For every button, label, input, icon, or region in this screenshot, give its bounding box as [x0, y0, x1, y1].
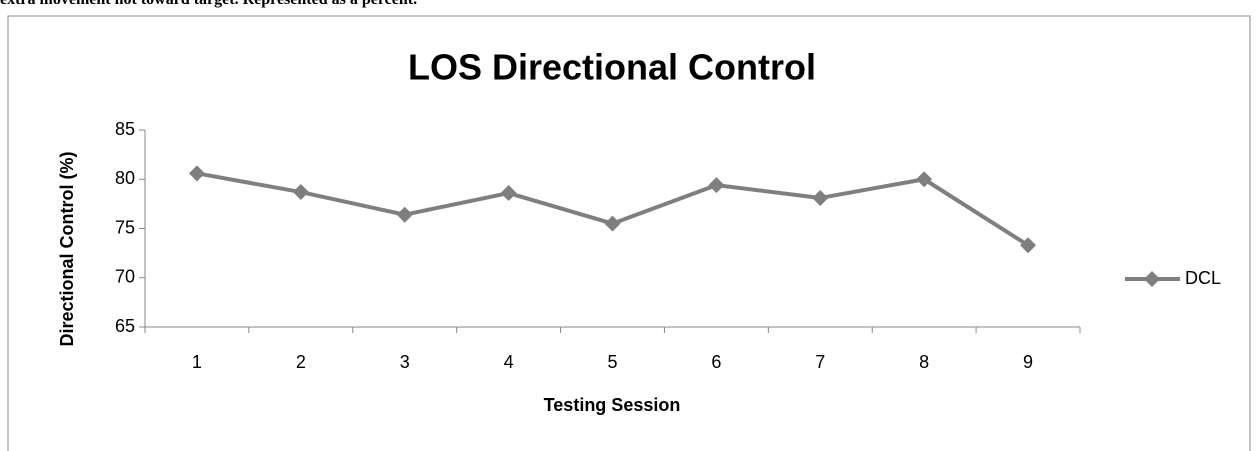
- data-point: [916, 171, 933, 188]
- data-point: [708, 177, 725, 194]
- x-tick-label: 7: [815, 352, 825, 372]
- chart-title: LOS Directional Control: [408, 47, 816, 88]
- y-tick-label: 75: [115, 217, 135, 237]
- data-line: [196, 171, 1030, 247]
- x-tick-label: 8: [919, 352, 929, 372]
- y-tick-label: 80: [115, 168, 135, 188]
- data-point: [188, 165, 205, 182]
- x-tick-label: 6: [711, 352, 721, 372]
- caption: extra movement not toward target. Repres…: [0, 0, 417, 9]
- x-tick-label: 9: [1023, 352, 1033, 372]
- legend-marker: [1144, 271, 1160, 287]
- data-point: [500, 185, 517, 202]
- x-tick-label: 5: [607, 352, 617, 372]
- data-point: [292, 184, 309, 201]
- y-tick-label: 70: [115, 267, 135, 287]
- data-point: [396, 206, 413, 223]
- x-tick-label: 4: [504, 352, 514, 372]
- data-point: [604, 215, 621, 232]
- data-point: [1020, 237, 1037, 254]
- y-axis-label: Directional Control (%): [57, 151, 77, 346]
- y-tick-label: 65: [115, 316, 135, 336]
- x-axis-label: Testing Session: [544, 395, 681, 415]
- legend-label: DCL: [1185, 268, 1221, 288]
- chart-border: [7, 15, 1251, 451]
- data-point: [812, 189, 829, 206]
- x-tick-label: 2: [296, 352, 306, 372]
- x-tick-label: 1: [192, 352, 202, 372]
- x-tick-label: 3: [400, 352, 410, 372]
- y-tick-label: 85: [115, 119, 135, 139]
